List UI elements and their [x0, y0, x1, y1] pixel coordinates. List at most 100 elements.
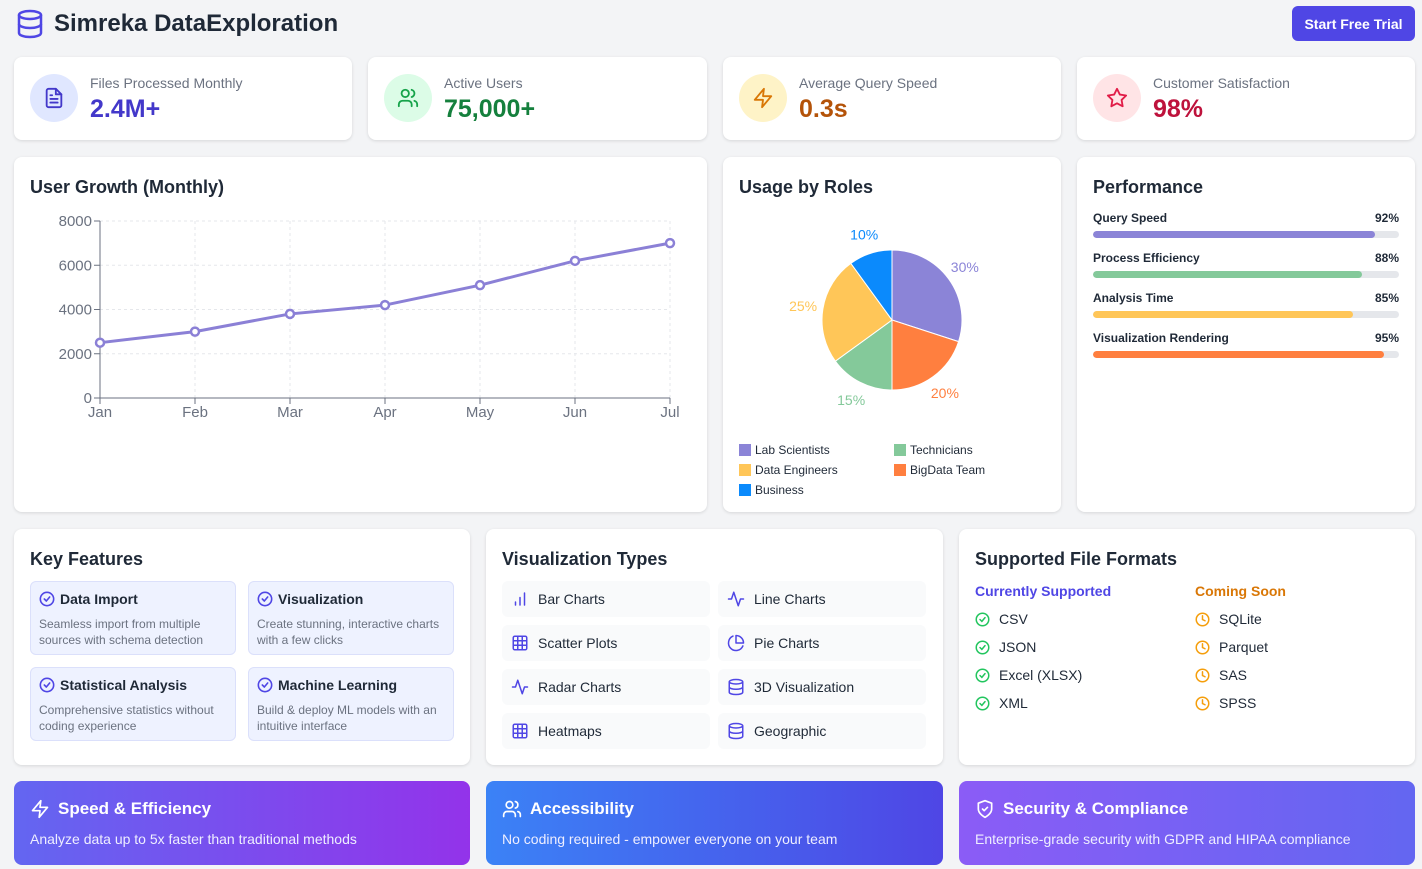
viz-radar-charts[interactable]: Radar Charts: [502, 669, 710, 705]
chart-title: Usage by Roles: [739, 177, 874, 197]
database-icon: [728, 722, 744, 740]
header: Simreka DataExploration Start Free Trial: [0, 0, 1422, 50]
y-tick-label: 6000: [59, 257, 92, 274]
data-point: [94, 337, 106, 348]
format-xml: XML: [975, 695, 1028, 711]
pie-slice-business: [850, 249, 893, 322]
legend-data-engineers: Data Engineers: [739, 463, 838, 477]
perf-bar: [1093, 271, 1363, 278]
perf-query-speed: Query Speed 92%: [1093, 211, 1399, 238]
stat-label: Customer Satisfaction: [1153, 75, 1290, 91]
perf-value: 88%: [1374, 251, 1399, 265]
pie-percent-label: 10%: [850, 226, 878, 242]
perf-bar: [1093, 351, 1384, 358]
grid-icon: [512, 723, 528, 739]
perf-label: Visualization Rendering: [1093, 331, 1229, 345]
viz-3d-visualization[interactable]: 3D Visualization: [718, 669, 926, 705]
stat-card-satisfaction: Customer Satisfaction 98%: [1077, 57, 1415, 140]
data-point: [379, 299, 391, 311]
viz-pie-charts[interactable]: Pie Charts: [718, 625, 926, 661]
viz-geographic[interactable]: Geographic: [718, 713, 926, 749]
stat-label: Files Processed Monthly: [90, 75, 243, 91]
banner-speed-efficiency: Speed & Efficiency Analyze data up to 5x…: [14, 781, 470, 865]
card-title: Supported File Formats: [975, 549, 1178, 569]
check-circle-icon: [975, 668, 990, 682]
stat-value: 2.4M+: [90, 95, 161, 123]
check-circle-icon: [975, 640, 990, 654]
format-json: JSON: [975, 639, 1036, 655]
coming-soon-heading: Coming Soon: [1195, 583, 1286, 599]
banner-accessibility: Accessibility No coding required - empow…: [486, 781, 943, 865]
clock-icon: [1195, 612, 1210, 626]
banner-security-compliance: Security & Compliance Enterprise-grade s…: [959, 781, 1415, 865]
feature-data-import[interactable]: Data Import Seamless import from multipl…: [30, 581, 236, 655]
pie-percent-label: 30%: [951, 259, 979, 275]
y-tick-label: 4000: [59, 302, 92, 319]
currently-supported-heading: Currently Supported: [975, 583, 1112, 599]
radar-icon: [511, 679, 529, 695]
feature-statistical-analysis[interactable]: Statistical Analysis Comprehensive stati…: [30, 667, 236, 741]
users-icon: [384, 74, 432, 122]
pie-percent-label: 20%: [931, 385, 959, 401]
x-tick-label: Apr: [373, 404, 396, 421]
x-tick-label: Mar: [277, 404, 303, 421]
file-formats-card: Supported File Formats Currently Support…: [959, 529, 1415, 765]
start-free-trial-button[interactable]: Start Free Trial: [1292, 6, 1415, 41]
pie-slice-lab-scientists: [891, 249, 963, 343]
visualization-types-card: Visualization Types Bar Charts Line Char…: [486, 529, 943, 765]
check-circle-icon: [975, 696, 990, 710]
data-point: [189, 326, 201, 337]
card-title: Key Features: [30, 549, 144, 569]
perf-label: Query Speed: [1093, 211, 1168, 225]
app-title: Simreka DataExploration: [54, 10, 339, 37]
pie-slice-technicians: [834, 319, 893, 391]
user-growth-chart: 0 2000 4000 6000 8000 Jan Feb Mar Apr May Jun Jul: [59, 213, 680, 421]
document-icon: [30, 74, 78, 122]
format-parquet: Parquet: [1195, 639, 1268, 655]
stat-card-query-speed: Average Query Speed 0.3s: [723, 57, 1061, 140]
format-spss: SPSS: [1195, 695, 1256, 711]
format-excel: Excel (XLSX): [975, 667, 1082, 683]
x-tick-label: Jul: [660, 404, 679, 421]
stat-label: Average Query Speed: [799, 75, 938, 91]
x-tick-label: Jan: [88, 404, 112, 421]
clock-icon: [1195, 696, 1210, 710]
pie-percent-label: 15%: [837, 392, 865, 408]
data-point: [664, 237, 676, 249]
line-chart-icon: [727, 591, 745, 607]
perf-label: Process Efficiency: [1093, 251, 1200, 265]
perf-process-efficiency: Process Efficiency 88%: [1093, 251, 1399, 278]
data-point: [474, 279, 486, 291]
x-tick-label: Jun: [563, 404, 587, 421]
legend-lab-scientists: Lab Scientists: [739, 443, 830, 457]
users-icon: [502, 800, 522, 818]
check-circle-icon: [975, 612, 990, 626]
stat-card-files: Files Processed Monthly 2.4M+: [14, 57, 352, 140]
y-tick-label: 0: [84, 390, 92, 407]
user-growth-card: User Growth (Monthly) 0 2000 4000 6000 8000 J…: [14, 157, 707, 512]
perf-bar: [1093, 231, 1375, 238]
check-circle-icon: [39, 591, 55, 607]
stat-value: 98%: [1153, 95, 1204, 123]
viz-bar-charts[interactable]: Bar Charts: [502, 581, 710, 617]
perf-value: 85%: [1374, 291, 1399, 305]
lightning-icon: [739, 74, 787, 122]
viz-line-charts[interactable]: Line Charts: [718, 581, 926, 617]
stat-value: 0.3s: [799, 95, 848, 123]
legend-technicians: Technicians: [894, 443, 973, 457]
database-icon: [728, 678, 744, 696]
viz-heatmaps[interactable]: Heatmaps: [502, 713, 710, 749]
check-circle-icon: [39, 677, 55, 693]
feature-machine-learning[interactable]: Machine Learning Build & deploy ML model…: [248, 667, 454, 741]
star-icon: [1093, 74, 1141, 122]
pie-percent-label: 25%: [789, 298, 817, 314]
pie-chart-icon: [727, 634, 745, 652]
viz-scatter-plots[interactable]: Scatter Plots: [502, 625, 710, 661]
data-point: [284, 308, 296, 320]
bar-chart-icon: [514, 592, 526, 606]
check-circle-icon: [257, 591, 273, 607]
clock-icon: [1195, 668, 1210, 682]
legend-bigdata-team: BigData Team: [894, 463, 985, 477]
feature-visualization[interactable]: Visualization Create stunning, interacti…: [248, 581, 454, 655]
grid-icon: [512, 635, 528, 651]
